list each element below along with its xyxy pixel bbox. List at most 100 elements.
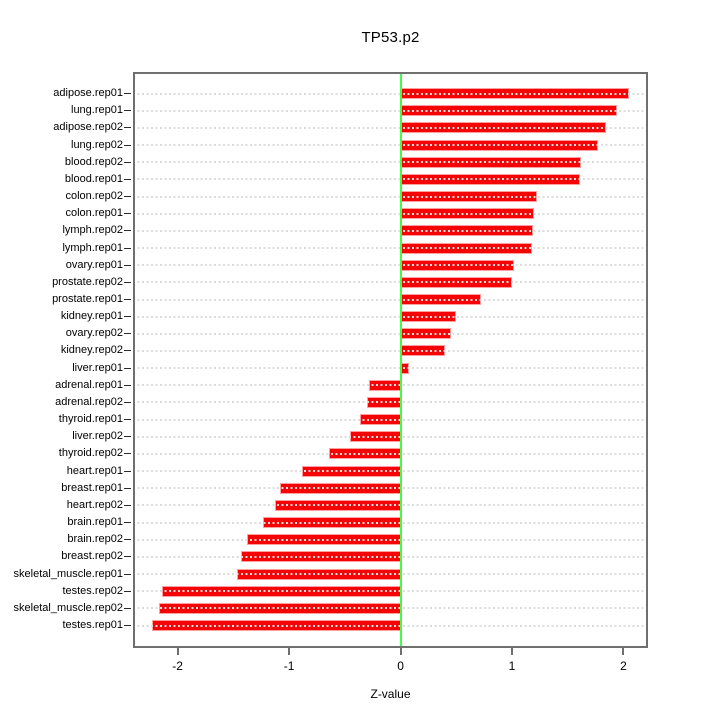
y-axis-tick bbox=[124, 316, 131, 318]
y-axis-tick bbox=[124, 93, 131, 95]
y-axis-label: adipose.rep02 bbox=[53, 121, 123, 134]
y-axis-tick bbox=[124, 178, 131, 180]
y-axis-label: ovary.rep02 bbox=[65, 327, 123, 340]
y-axis-label: liver.rep02 bbox=[72, 430, 123, 443]
row-gridline bbox=[133, 212, 648, 215]
y-axis-label: brain.rep02 bbox=[67, 533, 123, 546]
y-axis-label: testes.rep02 bbox=[62, 584, 123, 597]
row-gridline bbox=[133, 298, 648, 301]
x-axis-tick bbox=[176, 648, 179, 655]
y-axis-tick bbox=[124, 161, 131, 163]
y-axis-tick bbox=[124, 247, 131, 249]
row-gridline bbox=[133, 538, 648, 541]
row-gridline bbox=[133, 487, 648, 490]
y-axis-label: heart.rep02 bbox=[66, 498, 123, 511]
row-gridline bbox=[133, 504, 648, 507]
y-axis-tick bbox=[124, 230, 131, 232]
row-gridline bbox=[133, 161, 648, 164]
y-axis-tick bbox=[124, 470, 131, 472]
plot-area: adipose.rep01 lung.rep01 adipose.rep02 lung… bbox=[14, 72, 648, 673]
y-axis-tick bbox=[124, 384, 131, 386]
x-axis-tick-label: -1 bbox=[283, 659, 295, 673]
row-gridline bbox=[133, 229, 648, 232]
y-axis-label: skeletal_muscle.rep01 bbox=[13, 567, 123, 580]
row-gridline bbox=[133, 126, 648, 129]
y-axis-tick bbox=[124, 196, 131, 198]
x-axis-tick bbox=[622, 648, 625, 655]
chart-title: TP53.p2 bbox=[361, 29, 420, 46]
row-gridline bbox=[133, 384, 648, 387]
row-gridline bbox=[133, 573, 648, 576]
row-gridline bbox=[133, 264, 648, 267]
row-gridline bbox=[133, 401, 648, 404]
y-axis-label: adrenal.rep01 bbox=[55, 378, 123, 391]
row-gridline bbox=[133, 195, 648, 198]
y-axis-label: breast.rep01 bbox=[61, 481, 123, 494]
y-axis-label: colon.rep01 bbox=[65, 207, 124, 220]
x-axis-tick-label: -2 bbox=[172, 659, 183, 673]
y-axis-tick bbox=[124, 110, 131, 112]
y-axis-tick bbox=[124, 367, 131, 369]
y-axis-tick bbox=[124, 504, 131, 506]
y-axis-label: lung.rep01 bbox=[71, 104, 123, 117]
row-gridline bbox=[133, 435, 648, 438]
y-axis-tick bbox=[124, 539, 131, 541]
row-gridline bbox=[133, 624, 648, 627]
y-axis-label: liver.rep01 bbox=[72, 361, 123, 374]
row-gridline bbox=[133, 367, 648, 370]
x-axis-tick-label: 1 bbox=[508, 659, 516, 673]
row-gridline bbox=[133, 144, 648, 147]
y-axis-label: skeletal_muscle.rep02 bbox=[13, 601, 123, 614]
y-axis-label: thyroid.rep01 bbox=[58, 413, 123, 426]
y-axis-tick bbox=[124, 264, 131, 266]
x-axis-tick bbox=[511, 648, 513, 655]
y-axis-label: adipose.rep01 bbox=[53, 87, 123, 100]
y-axis-label: thyroid.rep02 bbox=[58, 447, 123, 460]
y-axis-tick bbox=[124, 281, 131, 283]
y-axis-tick bbox=[124, 625, 131, 627]
row-gridline bbox=[133, 315, 648, 318]
y-axis-tick bbox=[124, 419, 131, 421]
y-axis-label: adrenal.rep02 bbox=[55, 395, 123, 408]
y-axis-label: blood.rep02 bbox=[64, 155, 123, 168]
y-axis-tick bbox=[124, 299, 131, 300]
y-axis-tick bbox=[124, 333, 131, 335]
y-axis-label: kidney.rep02 bbox=[60, 344, 123, 357]
zero-reference-line bbox=[399, 72, 402, 648]
row-gridline bbox=[133, 92, 648, 95]
y-axis-label: lung.rep02 bbox=[71, 138, 123, 151]
row-gridline bbox=[133, 178, 648, 181]
y-axis-label: lymph.rep02 bbox=[62, 224, 123, 237]
y-axis-label: heart.rep01 bbox=[66, 464, 123, 477]
y-axis-label: ovary.rep01 bbox=[65, 258, 123, 271]
x-axis-title: Z-value bbox=[370, 687, 411, 701]
x-axis-tick-label: 2 bbox=[620, 659, 627, 673]
y-axis-label: brain.rep01 bbox=[67, 516, 123, 529]
row-gridline bbox=[133, 247, 648, 250]
y-axis-tick bbox=[124, 350, 131, 352]
row-gridline bbox=[133, 555, 648, 558]
row-gridline bbox=[133, 109, 648, 112]
row-gridline bbox=[133, 332, 648, 335]
y-axis-tick bbox=[124, 401, 131, 403]
y-axis-tick bbox=[124, 436, 131, 438]
y-axis-tick bbox=[124, 522, 131, 524]
y-axis-tick bbox=[124, 556, 131, 558]
y-axis-tick bbox=[124, 213, 131, 215]
row-gridline bbox=[133, 452, 648, 455]
y-axis-tick bbox=[124, 487, 131, 489]
row-gridline bbox=[133, 349, 648, 352]
row-gridline bbox=[133, 418, 648, 421]
y-axis-tick bbox=[124, 573, 131, 575]
y-axis-label: colon.rep02 bbox=[65, 190, 124, 203]
x-axis-tick bbox=[399, 648, 402, 655]
y-axis-label: prostate.rep02 bbox=[52, 275, 123, 288]
y-axis-label: breast.rep02 bbox=[61, 550, 123, 563]
y-axis-tick bbox=[124, 590, 131, 592]
y-axis-tick bbox=[124, 607, 131, 609]
y-axis-label: testes.rep01 bbox=[62, 619, 123, 632]
x-axis-tick-label: 0 bbox=[397, 659, 404, 673]
y-axis-label: blood.rep01 bbox=[64, 172, 123, 185]
row-gridline bbox=[133, 590, 648, 593]
